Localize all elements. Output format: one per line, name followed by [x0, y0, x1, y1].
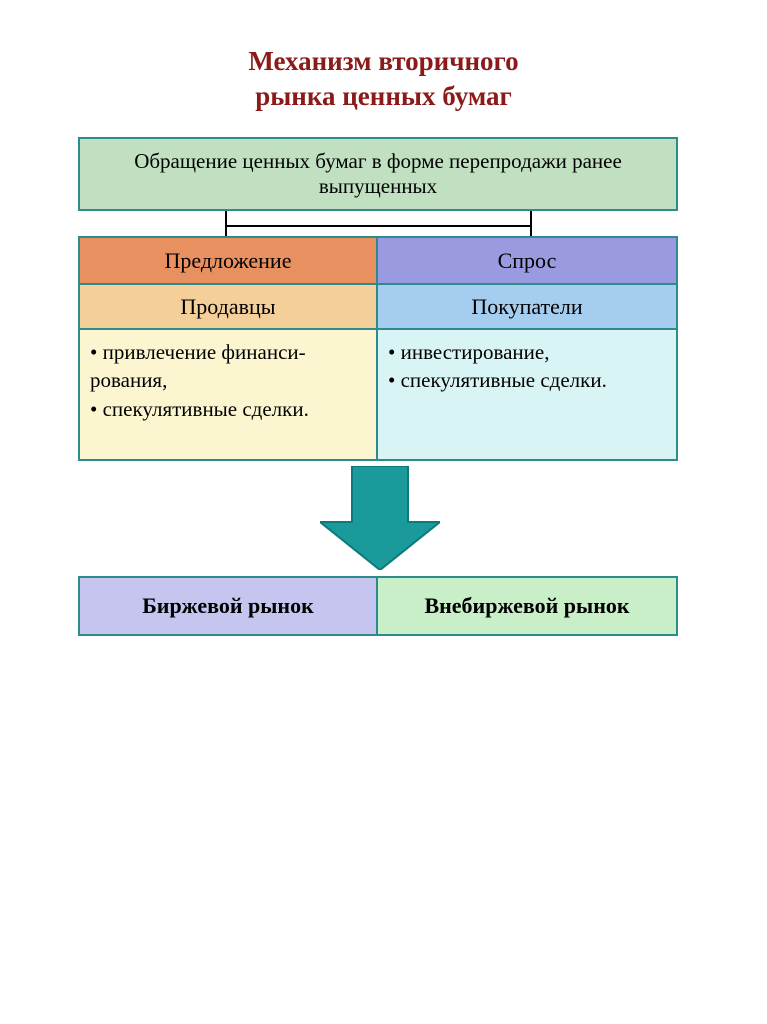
title-line2: рынка ценных бумаг	[255, 81, 512, 111]
exchange-market-text: Биржевой рынок	[142, 593, 314, 619]
buyers-body: • инвестирование, • спекулятивные сделки…	[378, 330, 678, 461]
sellers-item-2: • спекулятивные сделки.	[90, 395, 366, 423]
otc-market-text: Внебиржевой рынок	[424, 593, 629, 619]
diagram-title: Механизм вторичного рынка ценных бумаг	[0, 44, 767, 114]
connector-horizontal	[225, 225, 531, 227]
connector-right-vertical	[530, 211, 532, 236]
supply-header-text: Предложение	[165, 248, 292, 274]
buyers-item-1: • инвестирование,	[388, 338, 666, 366]
sellers-body: • привлечение финанси-рования, • спекуля…	[78, 330, 378, 461]
exchange-market-box: Биржевой рынок	[78, 576, 378, 636]
circulation-box: Обращение ценных бумаг в форме перепрода…	[78, 137, 678, 211]
buyers-item-2: • спекулятивные сделки.	[388, 366, 666, 394]
sellers-header: Продавцы	[78, 285, 378, 330]
connector-left-vertical	[225, 211, 227, 236]
down-arrow-icon	[320, 466, 440, 570]
title-line1: Механизм вторичного	[248, 46, 518, 76]
demand-header-text: Спрос	[498, 248, 557, 274]
buyers-header: Покупатели	[378, 285, 678, 330]
demand-header: Спрос	[378, 236, 678, 285]
otc-market-box: Внебиржевой рынок	[378, 576, 678, 636]
circulation-text: Обращение ценных бумаг в форме перепрода…	[96, 149, 660, 199]
supply-header: Предложение	[78, 236, 378, 285]
sellers-item-1: • привлечение финанси-рования,	[90, 338, 366, 395]
buyers-header-text: Покупатели	[471, 294, 582, 320]
sellers-header-text: Продавцы	[180, 294, 275, 320]
